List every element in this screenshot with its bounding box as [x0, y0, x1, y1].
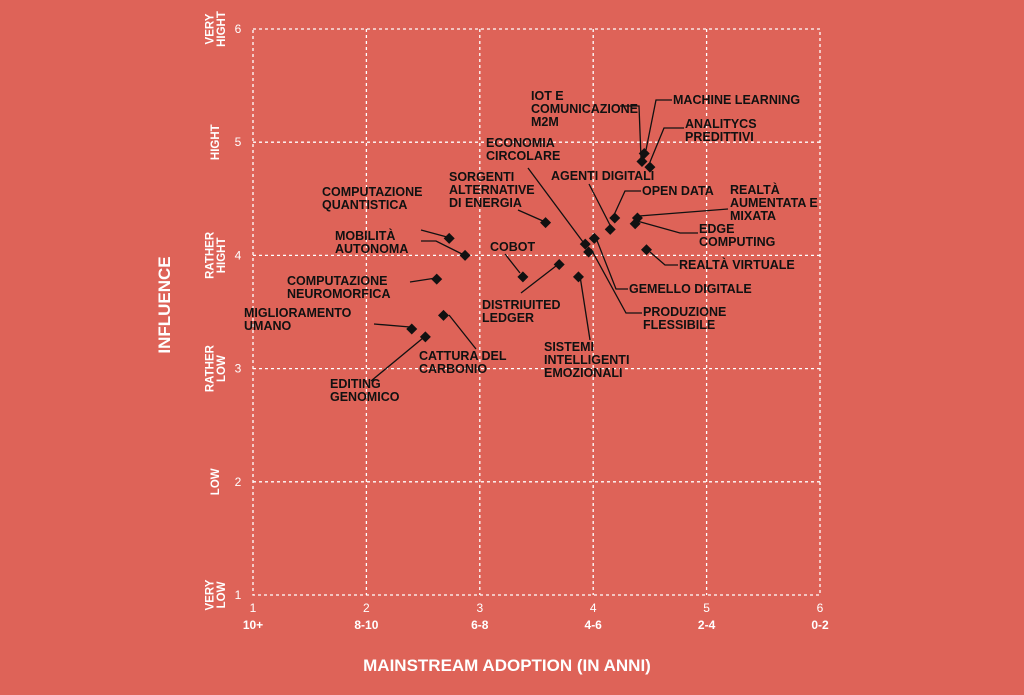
- leader-line: [373, 323, 411, 328]
- x-tick-label: 6: [817, 601, 824, 615]
- data-point-marker: [572, 271, 584, 283]
- data-point-label: MIGLIORAMENTO UMANO: [244, 306, 352, 333]
- x-axis-title: MAINSTREAM ADOPTION (IN ANNI): [363, 656, 651, 675]
- leader-line: [420, 229, 448, 238]
- x-year-label: 2-4: [698, 618, 716, 632]
- leader-line: [636, 220, 698, 234]
- data-point-marker: [583, 246, 595, 258]
- data-point-marker: [459, 249, 471, 261]
- data-point-label: EDITING GENOMICO: [330, 377, 400, 404]
- data-point-label: COBOT: [490, 240, 536, 254]
- data-point-label: MACHINE LEARNING: [673, 93, 800, 107]
- leader-line: [620, 105, 642, 159]
- data-point-label: DISTRIUITED LEDGER: [482, 298, 560, 325]
- y-tick-label: 1: [235, 588, 242, 602]
- y-tick-label: 5: [235, 135, 242, 149]
- leader-line: [649, 127, 684, 163]
- y-level-label: VERYHIGHT: [204, 11, 228, 47]
- data-point-marker: [517, 271, 529, 283]
- data-point-marker: [406, 323, 418, 335]
- data-point-marker: [604, 223, 616, 235]
- plot-frame: [252, 28, 821, 596]
- leader-line: [527, 167, 584, 243]
- leader-line: [638, 208, 729, 217]
- axes: 1 10+ 2 8-10 3 6-8 4 4-6 5 2-4 6 0-2 1 VERYLOW 2 LOW 3 RA…: [204, 11, 829, 632]
- leader-line: [595, 237, 628, 290]
- data-point-label: ECONOMIA CIRCOLARE: [486, 136, 560, 163]
- x-year-label: 10+: [243, 618, 263, 632]
- x-tick-label: 1: [250, 601, 257, 615]
- data-point-label: ANALITYCS PREDITTIVI: [685, 117, 757, 144]
- x-year-label: 0-2: [811, 618, 829, 632]
- data-point-marker: [609, 212, 621, 224]
- x-tick-label: 3: [476, 601, 483, 615]
- x-tick-label: 4: [590, 601, 597, 615]
- leader-line: [448, 314, 477, 350]
- data-point-marker: [419, 331, 431, 343]
- y-level-label: HIGHT: [210, 124, 222, 160]
- data-point-label: SISTEMI INTELLIGENTI EMOZIONALI: [544, 340, 629, 380]
- x-year-label: 8-10: [354, 618, 378, 632]
- data-point-label: OPEN DATA: [642, 184, 714, 198]
- data-points: [406, 148, 656, 343]
- leader-line: [409, 277, 437, 283]
- data-point-marker: [638, 148, 650, 160]
- data-point-label: IOT E COMUNICAZIONE M2M: [531, 89, 638, 129]
- y-tick-label: 3: [235, 362, 242, 376]
- leader-line: [520, 265, 557, 294]
- x-tick-label: 5: [703, 601, 710, 615]
- leader-line: [649, 251, 678, 266]
- leader-line: [613, 190, 641, 216]
- grid: [252, 28, 821, 596]
- data-point-marker: [588, 232, 600, 244]
- data-point-label: REALTÀ VIRTUALE: [679, 257, 795, 272]
- leader-line: [517, 209, 544, 222]
- data-point-marker: [629, 218, 641, 230]
- data-point-marker: [579, 238, 591, 250]
- data-point-marker: [640, 244, 652, 256]
- leader-line: [421, 240, 463, 255]
- data-point-label: MOBILITÀ AUTONOMA: [335, 228, 408, 256]
- x-tick-label: 2: [363, 601, 370, 615]
- data-point-label: COMPUTAZIONE NEUROMORFICA: [287, 274, 390, 301]
- data-point-marker: [438, 309, 450, 321]
- y-tick-label: 6: [235, 22, 242, 36]
- y-level-label: RATHERLOW: [204, 344, 228, 392]
- point-labels: MACHINE LEARNING IOT E COMUNICAZIONE M2M ANA…: [244, 89, 818, 404]
- y-level-label: LOW: [210, 468, 222, 495]
- data-point-label: REALTÀ AUMENTATA E MIXATA: [730, 182, 818, 223]
- leader-lines: [370, 99, 729, 382]
- leader-line: [504, 253, 521, 274]
- data-point-label: GEMELLO DIGITALE: [629, 282, 752, 296]
- data-point-label: PRODUZIONE FLESSIBILE: [643, 305, 726, 332]
- x-year-label: 4-6: [585, 618, 603, 632]
- data-point-marker: [553, 258, 565, 270]
- y-tick-label: 4: [235, 248, 242, 262]
- data-point-marker: [431, 273, 443, 285]
- y-axis-title: INFLUENCE: [155, 256, 174, 353]
- leader-line: [588, 183, 612, 228]
- y-level-label: RATHERHIGHT: [204, 231, 228, 279]
- data-point-label: SORGENTI ALTERNATIVE DI ENERGIA: [449, 170, 535, 210]
- leader-line: [645, 99, 672, 151]
- leader-line: [590, 248, 642, 314]
- data-point-marker: [644, 161, 656, 173]
- data-point-marker: [636, 155, 648, 167]
- data-point-label: EDGE COMPUTING: [699, 222, 775, 249]
- data-point-label: CATTURA DEL CARBONIO: [419, 349, 507, 376]
- x-year-label: 6-8: [471, 618, 489, 632]
- data-point-marker: [443, 232, 455, 244]
- data-point-marker: [540, 217, 552, 229]
- leader-line: [579, 275, 591, 341]
- data-point-label: AGENTI DIGITALI: [551, 169, 654, 183]
- y-tick-label: 2: [235, 475, 242, 489]
- data-point-label: COMPUTAZIONE QUANTISTICA: [322, 185, 422, 212]
- leader-line: [370, 337, 424, 382]
- y-level-label: VERYLOW: [204, 579, 228, 610]
